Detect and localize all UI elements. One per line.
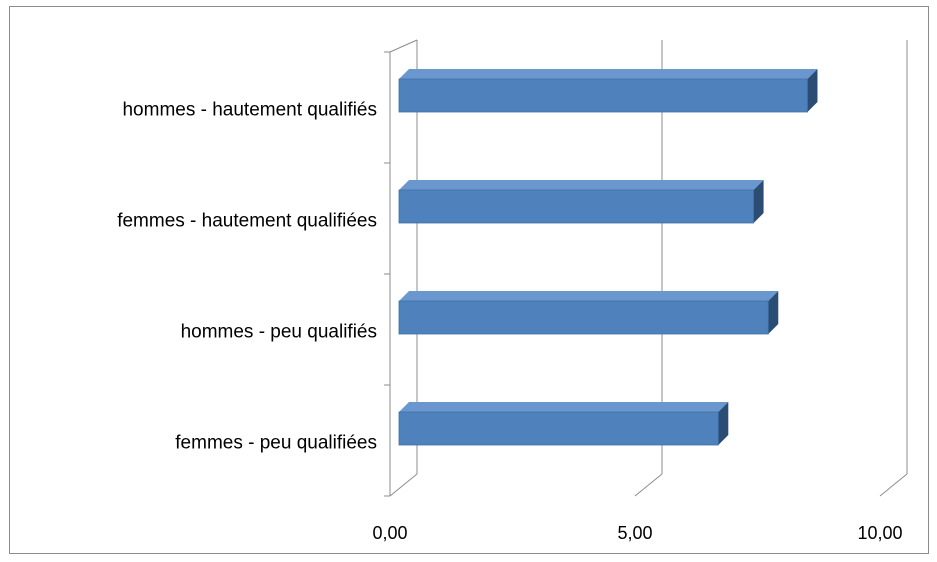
bar xyxy=(398,402,729,446)
category-label: femmes - hautement qualifiées xyxy=(117,211,377,232)
value-tick-label: 10,00 xyxy=(857,523,902,543)
value-axis-ticks: 0,00 5,00 10,00 xyxy=(372,523,902,543)
bar xyxy=(398,180,764,224)
bar-side-face xyxy=(753,180,764,223)
bar-front-face xyxy=(398,189,754,224)
bar-top-face xyxy=(399,402,729,412)
bar-side-face xyxy=(807,69,818,112)
category-axis-labels: hommes - hautement qualifiés femmes - hau… xyxy=(117,100,377,454)
bar-front-face xyxy=(398,300,769,335)
bar-side-face xyxy=(768,291,779,334)
value-tick-label: 0,00 xyxy=(372,523,407,543)
category-axis-depth-line xyxy=(389,39,418,53)
bar-top-face xyxy=(399,69,818,79)
bar-front-face xyxy=(398,78,808,113)
bar-side-face xyxy=(718,402,729,445)
category-label: hommes - peu qualifiés xyxy=(181,322,377,343)
bar-front-face xyxy=(398,411,719,446)
floor-line xyxy=(389,473,418,497)
floor-line xyxy=(634,473,663,497)
bar xyxy=(398,291,779,335)
floor-line xyxy=(879,473,908,497)
category-label: hommes - hautement qualifiés xyxy=(122,100,377,121)
bar xyxy=(398,69,818,113)
value-tick-label: 5,00 xyxy=(617,523,652,543)
bar-top-face xyxy=(399,291,779,301)
bar-series xyxy=(398,69,818,446)
category-label: femmes - peu qualifiées xyxy=(175,433,377,454)
bar-top-face xyxy=(399,180,764,190)
